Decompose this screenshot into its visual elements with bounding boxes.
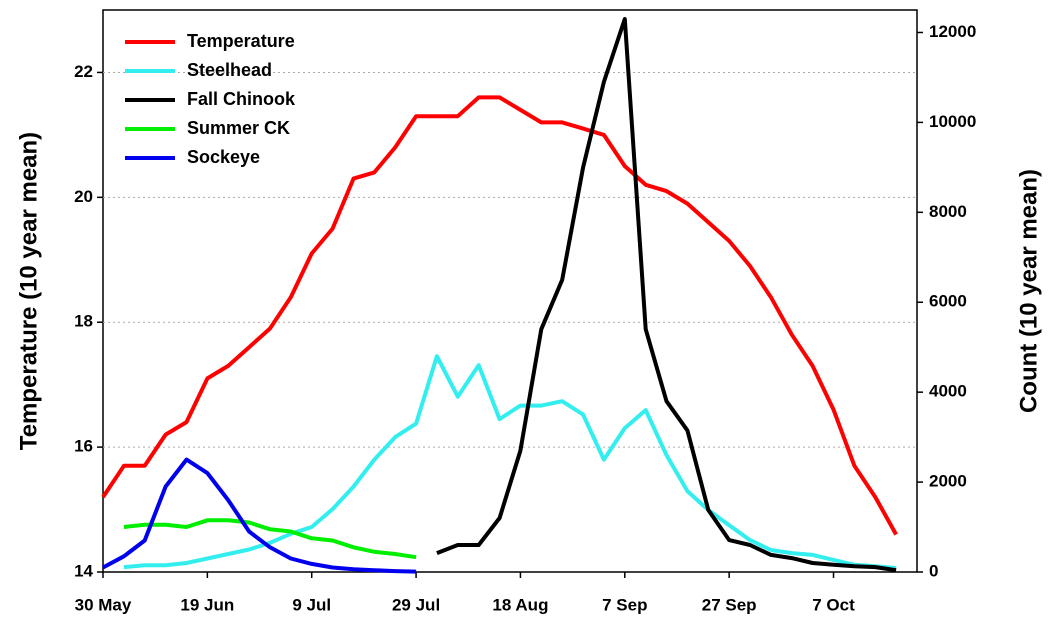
y2-tick-label: 8000 (929, 202, 967, 221)
y-tick-label: 14 (74, 561, 93, 580)
y2-tick-label: 10000 (929, 112, 976, 131)
y2-tick-label: 0 (929, 561, 938, 580)
y2-axis-label: Count (10 year mean) (1015, 169, 1042, 413)
series-line (123, 518, 417, 560)
y2-tick-label: 12000 (929, 22, 976, 41)
series-line (101, 95, 898, 536)
x-tick-label: 7 Sep (602, 595, 647, 614)
y-tick-label: 18 (74, 312, 93, 331)
y-axis-label: Temperature (10 year mean) (15, 132, 42, 450)
y-tick-label: 16 (74, 437, 93, 456)
series-line (102, 457, 417, 574)
x-tick-label: 18 Aug (492, 595, 548, 614)
series-line (436, 17, 897, 573)
series-line (123, 354, 897, 570)
legend-label: Temperature (187, 31, 295, 51)
legend-label: Sockeye (187, 147, 260, 167)
y2-tick-label: 4000 (929, 382, 967, 401)
x-tick-label: 7 Oct (812, 595, 855, 614)
x-tick-label: 19 Jun (180, 595, 234, 614)
legend-label: Steelhead (187, 60, 272, 80)
y2-tick-label: 6000 (929, 292, 967, 311)
y-tick-label: 22 (74, 62, 93, 81)
plot-frame (102, 9, 918, 573)
x-tick-label: 29 Jul (392, 595, 440, 614)
y-tick-label: 20 (74, 187, 93, 206)
x-tick-label: 9 Jul (292, 595, 331, 614)
x-tick-label: 30 May (75, 595, 132, 614)
y2-tick-label: 2000 (929, 472, 967, 491)
x-tick-label: 27 Sep (702, 595, 757, 614)
legend-label: Fall Chinook (187, 89, 296, 109)
legend-label: Summer CK (187, 118, 290, 138)
